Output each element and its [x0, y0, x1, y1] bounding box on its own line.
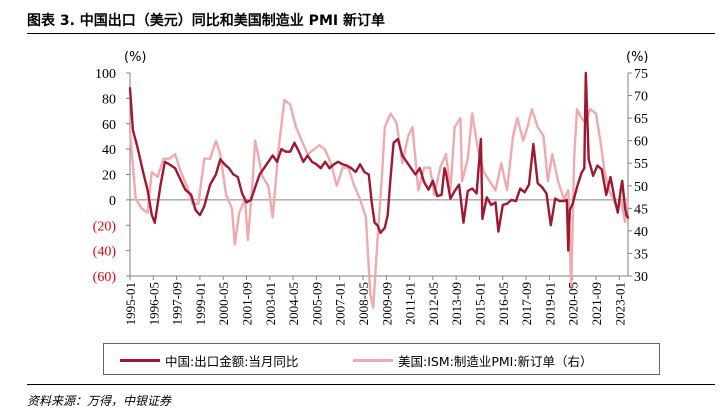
legend-item-us-pmi: 美国:ISM:制造业PMI:新订单（右）	[353, 351, 593, 369]
legend-swatch-china-exports	[120, 358, 160, 362]
chart-labels: 100 80 60 40 20 0 (20) (40) (60) 75 70 65 60 55 50 45 40…	[93, 50, 649, 325]
legend-label-china-exports: 中国:出口金额:当月同比	[165, 353, 299, 369]
y-left-tick-label: 20	[102, 169, 116, 184]
figure-title: 图表 3. 中国出口（美元）同比和美国制造业 PMI 新订单	[27, 13, 385, 29]
x-tick-label: 2012-05	[426, 282, 441, 325]
y-right-tick-label: 70	[634, 90, 648, 105]
y-left-tick-label: 80	[102, 92, 116, 107]
x-tick-label: 2005-09	[309, 282, 324, 325]
x-tick-label: 2020-05	[566, 282, 581, 325]
y-left-tick-label: 100	[95, 67, 116, 82]
y-left-tick-label: 0	[109, 194, 116, 209]
x-tick-label: 2017-09	[519, 282, 534, 325]
x-tick-label: 1997-09	[170, 282, 185, 325]
y-right-tick-label: 75	[634, 67, 648, 82]
y-left-tick-label: (20)	[93, 219, 117, 234]
y-left-unit-label: (%)	[124, 50, 147, 65]
x-tick-label: 2011-01	[403, 282, 418, 325]
x-tick-label: 1995-01	[123, 282, 138, 325]
x-tick-label: 2021-09	[589, 282, 604, 325]
y-right-tick-label: 55	[634, 157, 648, 172]
y-right-tick-label: 65	[634, 112, 648, 127]
x-tick-label: 2023-01	[612, 282, 627, 325]
legend-swatch-us-pmi	[353, 358, 393, 362]
title-divider	[27, 33, 715, 34]
chart-series-layer	[128, 71, 630, 309]
y-right-unit-label: (%)	[626, 50, 649, 65]
legend-item-china-exports: 中国:出口金额:当月同比	[120, 351, 298, 369]
x-tick-label: 2016-05	[496, 282, 511, 325]
x-tick-label: 2001-09	[239, 282, 254, 325]
y-left-tick-label: (60)	[93, 270, 117, 285]
y-left-tick-label: 40	[102, 143, 116, 158]
x-tick-label: 2004-05	[286, 282, 301, 325]
y-right-tick-label: 50	[634, 180, 648, 195]
y-right-tick-label: 45	[634, 202, 648, 217]
x-tick-label: 2000-05	[216, 282, 231, 325]
y-right-tick-label: 60	[634, 135, 648, 150]
x-tick-label: 2003-01	[263, 282, 278, 325]
source-divider	[27, 384, 715, 385]
x-tick-label: 2013-09	[449, 282, 464, 325]
y-right-tick-label: 35	[634, 247, 648, 262]
legend-label-us-pmi: 美国:ISM:制造业PMI:新订单（右）	[398, 353, 593, 369]
y-left-tick-label: 60	[102, 118, 116, 133]
chart-legend: 中国:出口金额:当月同比 美国:ISM:制造业PMI:新订单（右）	[103, 343, 660, 375]
x-tick-label: 2007-01	[333, 282, 348, 325]
x-tick-label: 1999-01	[193, 282, 208, 325]
x-tick-label: 2009-09	[379, 282, 394, 325]
x-tick-label: 2019-01	[542, 282, 557, 325]
x-tick-label: 2008-05	[356, 282, 371, 325]
chart-axes	[126, 72, 632, 280]
series-us-pmi-new-orders	[128, 98, 630, 309]
x-tick-label: 2015-01	[472, 282, 487, 325]
series-china-exports-yoy	[128, 71, 630, 252]
source-note: 资料来源：万得，中银证券	[27, 394, 172, 408]
y-left-tick-label: (40)	[93, 245, 117, 260]
y-right-tick-label: 30	[634, 270, 648, 285]
x-tick-label: 1996-05	[146, 282, 161, 325]
y-right-tick-label: 40	[634, 225, 648, 240]
